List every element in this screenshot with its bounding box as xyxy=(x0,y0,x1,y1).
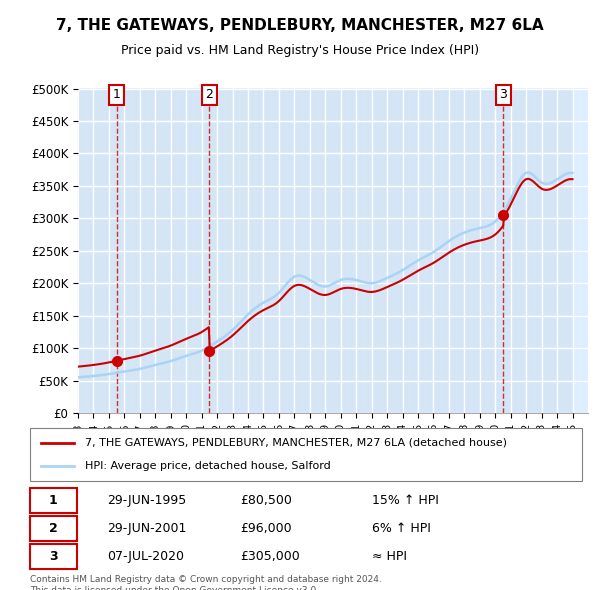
Text: Price paid vs. HM Land Registry's House Price Index (HPI): Price paid vs. HM Land Registry's House … xyxy=(121,44,479,57)
Text: 3: 3 xyxy=(49,550,58,563)
Text: Contains HM Land Registry data © Crown copyright and database right 2024.
This d: Contains HM Land Registry data © Crown c… xyxy=(30,575,382,590)
Text: 1: 1 xyxy=(49,494,58,507)
Text: HPI: Average price, detached house, Salford: HPI: Average price, detached house, Salf… xyxy=(85,461,331,471)
Text: 6% ↑ HPI: 6% ↑ HPI xyxy=(372,522,431,535)
Text: 2: 2 xyxy=(205,88,213,101)
Text: £305,000: £305,000 xyxy=(240,550,299,563)
Text: 1: 1 xyxy=(113,88,121,101)
Text: 15% ↑ HPI: 15% ↑ HPI xyxy=(372,494,439,507)
Text: 2: 2 xyxy=(49,522,58,535)
Text: 29-JUN-1995: 29-JUN-1995 xyxy=(107,494,187,507)
Text: £80,500: £80,500 xyxy=(240,494,292,507)
FancyBboxPatch shape xyxy=(30,428,582,481)
Text: 29-JUN-2001: 29-JUN-2001 xyxy=(107,522,187,535)
FancyBboxPatch shape xyxy=(30,544,77,569)
Text: £96,000: £96,000 xyxy=(240,522,292,535)
Text: 7, THE GATEWAYS, PENDLEBURY, MANCHESTER, M27 6LA: 7, THE GATEWAYS, PENDLEBURY, MANCHESTER,… xyxy=(56,18,544,32)
Text: ≈ HPI: ≈ HPI xyxy=(372,550,407,563)
Text: 3: 3 xyxy=(499,88,507,101)
Text: 07-JUL-2020: 07-JUL-2020 xyxy=(107,550,184,563)
Text: 7, THE GATEWAYS, PENDLEBURY, MANCHESTER, M27 6LA (detached house): 7, THE GATEWAYS, PENDLEBURY, MANCHESTER,… xyxy=(85,438,507,448)
FancyBboxPatch shape xyxy=(30,516,77,541)
FancyBboxPatch shape xyxy=(30,488,77,513)
